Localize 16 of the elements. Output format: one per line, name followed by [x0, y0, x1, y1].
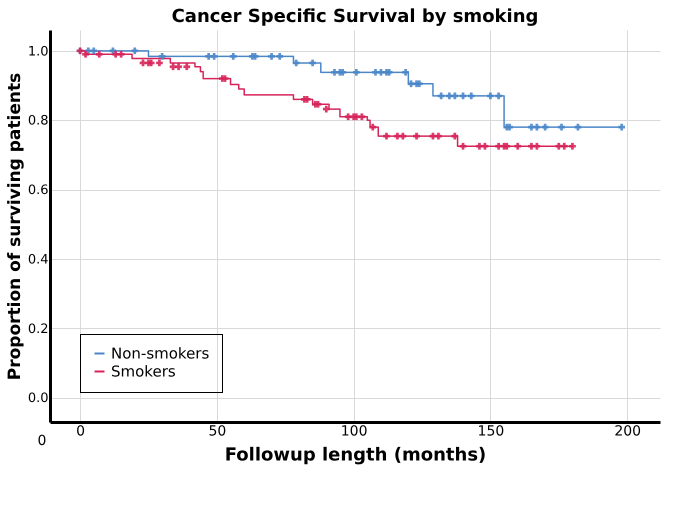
y-tick-label: 0.6 [28, 183, 48, 198]
y-tick-label: 1.0 [28, 44, 48, 60]
x-tick-label: 200 [614, 424, 642, 440]
y-tick-label: 0.8 [28, 114, 48, 129]
x-axis-title: Followup length (months) [224, 444, 486, 466]
x-tick-label: 50 [208, 424, 226, 440]
y-axis-title: Proportion of surviving patients [4, 72, 25, 380]
y-tick-label: 0.0 [28, 391, 48, 406]
y-tick-label: 0.4 [28, 252, 48, 268]
x-tick-label: 150 [478, 424, 504, 440]
chart-title: Cancer Specific Survival by smoking [172, 6, 538, 27]
y-tick-label: 0.2 [28, 322, 48, 337]
x-tick-label: 100 [340, 424, 368, 440]
legend-label: Smokers [111, 362, 176, 380]
x-tick-label: 0 [76, 424, 86, 440]
legend-label: Non-smokers [111, 344, 210, 362]
